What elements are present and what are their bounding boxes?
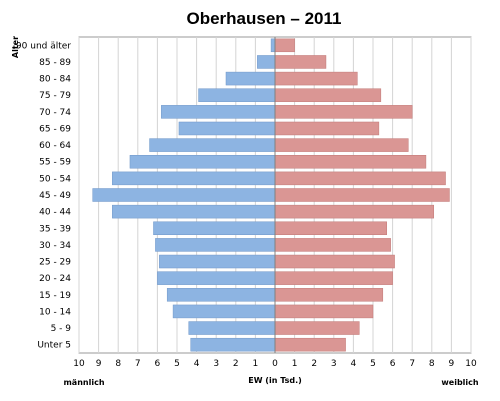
age-group-label: Unter 5: [37, 341, 71, 351]
bar-female: [274, 238, 391, 252]
bar-male: [92, 188, 276, 202]
y-axis-label: Alter: [11, 36, 20, 58]
age-group-label: 35 - 39: [39, 224, 71, 234]
bar-female: [274, 204, 435, 219]
bar-female: [274, 155, 427, 169]
x-tick-label: 9: [449, 359, 455, 369]
x-tick-label: 2: [311, 359, 317, 369]
age-group-label: 5 - 9: [51, 324, 72, 334]
x-tick-label: 10: [73, 359, 85, 369]
bar-female: [274, 337, 346, 352]
x-tick-label: 2: [233, 359, 239, 369]
x-tick-label: 4: [351, 359, 357, 369]
bars: [92, 37, 450, 353]
x-tick-labels: 10 9 8 7 6 5 4 3 2 1 0 1 2 3 4 5 6 7 8 9 10: [73, 359, 477, 369]
x-tick-label: 1: [292, 359, 298, 369]
bar-male: [188, 321, 276, 335]
bar-male: [157, 271, 276, 285]
age-group-label: 10 - 14: [39, 307, 71, 317]
age-group-labels: 90 und älter 85 - 89 80 - 84 75 - 79 70 - 74…: [16, 41, 71, 350]
age-group-label: 60 - 64: [39, 141, 71, 151]
bar-female: [274, 271, 393, 285]
x-tick-label: 5: [370, 359, 376, 369]
bar-male: [112, 171, 276, 186]
bar-female: [274, 304, 374, 319]
x-tick-label: 6: [390, 359, 396, 369]
x-tick-label: 7: [409, 359, 415, 369]
bar-female: [274, 221, 387, 235]
x-axis-label: EW (in Tsd.): [248, 376, 302, 385]
bar-male: [129, 155, 276, 169]
age-group-label: 65 - 69: [39, 124, 71, 134]
x-tick-label: 5: [174, 359, 180, 369]
age-group-label: 80 - 84: [39, 75, 71, 85]
bar-female: [274, 288, 384, 302]
age-group-label: 30 - 34: [39, 241, 71, 251]
bar-female: [274, 55, 327, 69]
x-tick-label: 6: [155, 359, 161, 369]
x-tick-label: 8: [115, 359, 121, 369]
age-group-label: 45 - 49: [39, 191, 71, 201]
age-group-label: 75 - 79: [39, 91, 71, 101]
age-group-label: 85 - 89: [39, 58, 71, 68]
bar-male: [172, 304, 276, 319]
age-group-label: 50 - 54: [39, 174, 71, 184]
bar-male: [178, 121, 276, 136]
x-tick-label: 3: [213, 359, 219, 369]
bar-female: [274, 321, 360, 335]
age-group-label: 40 - 44: [39, 208, 71, 218]
bar-male: [153, 221, 276, 235]
x-tick-label: 0: [272, 359, 278, 369]
bar-male: [159, 254, 276, 269]
bar-male: [112, 204, 276, 219]
bar-female: [274, 254, 395, 269]
x-tick-label: 1: [253, 359, 259, 369]
bar-female: [274, 88, 382, 102]
age-group-label: 90 und älter: [16, 41, 71, 51]
bar-female: [274, 121, 380, 136]
bar-female: [274, 71, 358, 86]
bar-female: [274, 171, 446, 186]
bar-male: [198, 88, 276, 102]
x-tick-label: 4: [194, 359, 200, 369]
bar-male: [270, 38, 276, 53]
age-group-label: 25 - 29: [39, 258, 71, 268]
age-group-label: 15 - 19: [39, 291, 71, 301]
age-group-label: 70 - 74: [39, 108, 71, 118]
bar-male: [166, 288, 276, 302]
bar-male: [225, 71, 276, 86]
age-group-label: 20 - 24: [39, 274, 71, 284]
bar-male: [161, 105, 276, 119]
bar-female: [274, 105, 413, 119]
chart-title: Oberhausen – 2011: [187, 9, 342, 28]
x-tick-label: 3: [331, 359, 337, 369]
bar-male: [149, 138, 276, 152]
female-label: weiblich: [441, 378, 479, 387]
bar-male: [155, 238, 276, 252]
bar-female: [274, 138, 409, 152]
x-tick-label: 10: [465, 359, 477, 369]
age-group-label: 55 - 59: [39, 158, 71, 168]
bar-female: [274, 38, 295, 53]
x-tick-label: 9: [96, 359, 102, 369]
male-label: männlich: [63, 378, 104, 387]
bar-male: [257, 55, 276, 69]
x-tick-label: 8: [429, 359, 435, 369]
bar-female: [274, 188, 450, 202]
bar-male: [190, 337, 276, 352]
x-tick-label: 7: [135, 359, 141, 369]
